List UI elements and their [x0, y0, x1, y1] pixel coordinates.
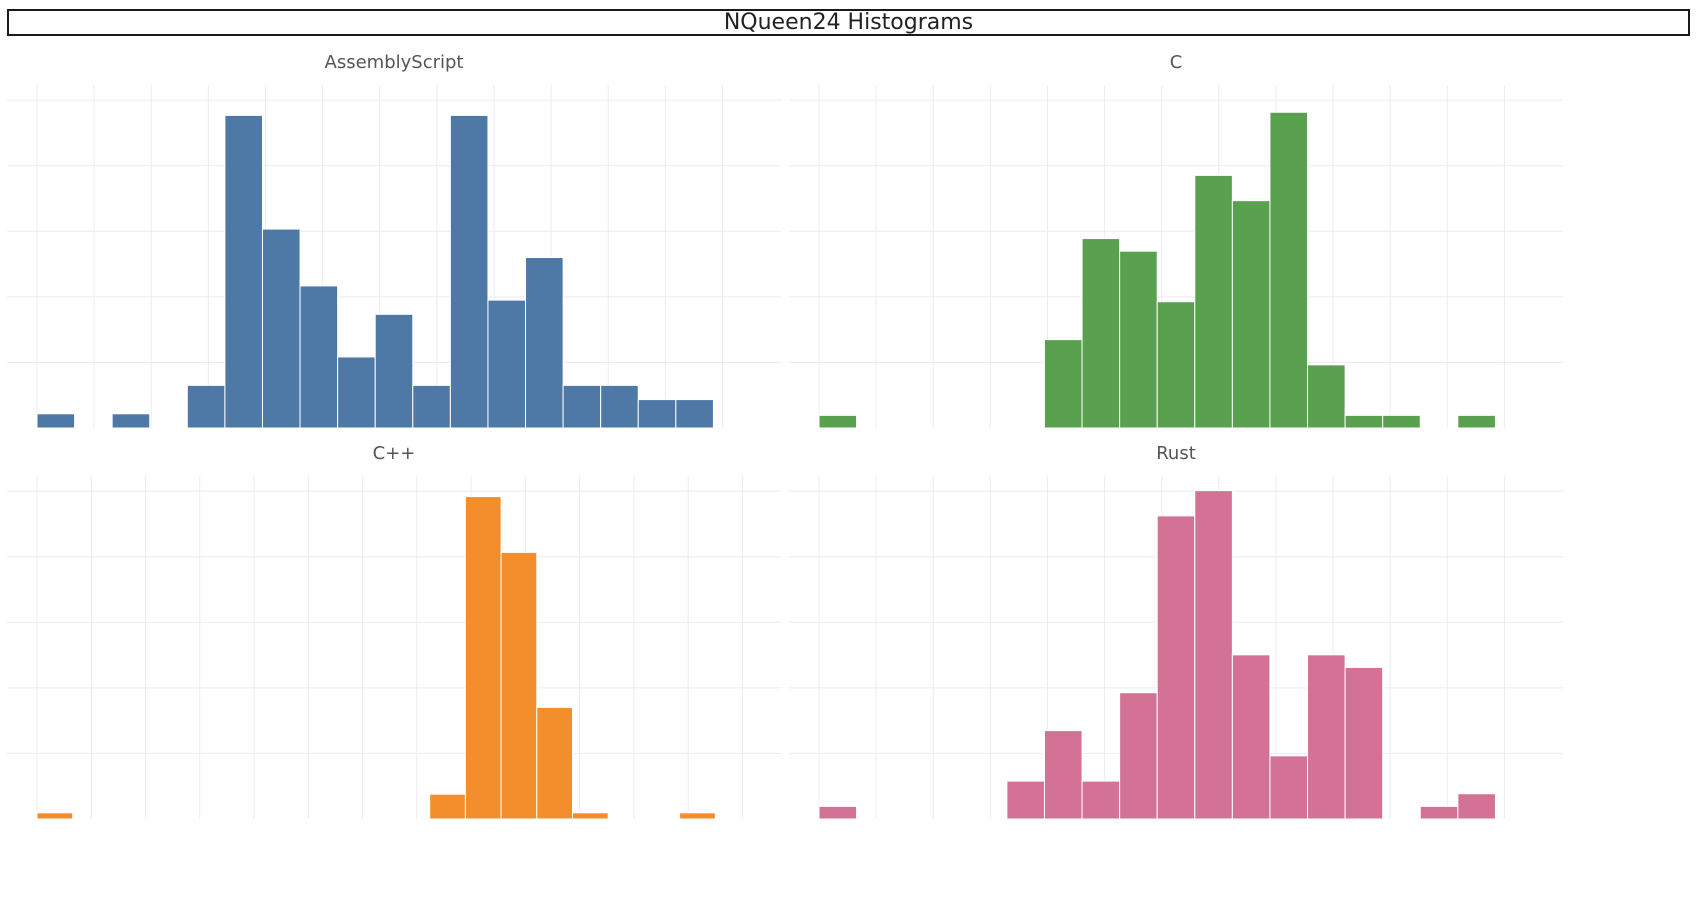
histogram-cpp: [7, 476, 781, 820]
histogram-bar: [1382, 414, 1421, 429]
histogram-bar: [1419, 805, 1459, 820]
histogram-assemblyscript: [7, 85, 781, 429]
histogram-bar: [1119, 692, 1158, 820]
histogram-bar: [1269, 111, 1309, 429]
histogram-rust: [789, 476, 1563, 820]
panel-title-assemblyscript: AssemblyScript: [324, 52, 464, 73]
histogram-bar: [111, 413, 151, 429]
panel-c: C: [789, 50, 1563, 430]
histogram-bar: [1156, 515, 1196, 820]
histogram-bar: [337, 356, 376, 429]
histogram-bar: [374, 313, 414, 429]
histogram-bar: [412, 384, 451, 429]
histogram-bar: [464, 496, 502, 820]
panel-title-cpp: C++: [372, 443, 416, 464]
panel-assemblyscript: AssemblyScript: [7, 50, 781, 430]
histogram-bar: [1344, 666, 1384, 820]
histogram-bar: [36, 812, 74, 820]
histogram-bar: [1457, 414, 1496, 429]
histogram-bar: [1194, 490, 1233, 820]
histogram-bar: [1006, 780, 1045, 820]
histogram-bar: [1043, 339, 1083, 429]
histogram-bar: [449, 114, 489, 429]
histogram-bar: [299, 285, 339, 429]
histogram-c: [789, 85, 1563, 429]
histogram-bar: [1231, 654, 1271, 820]
histogram-bar: [1231, 200, 1271, 429]
histogram-bar: [1344, 414, 1384, 429]
histogram-bar: [1307, 364, 1346, 429]
histogram-bar: [36, 413, 76, 429]
histogram-bar: [637, 399, 677, 429]
histogram-bar: [1156, 301, 1196, 429]
panel-cpp: C++: [7, 441, 781, 821]
histogram-bar: [675, 399, 714, 429]
dashboard-title: NQueen24 Histograms: [7, 9, 1690, 36]
histogram-bar: [487, 299, 527, 429]
histogram-bar: [1043, 730, 1083, 820]
histogram-bar: [500, 551, 538, 820]
histogram-bar: [600, 384, 639, 429]
histogram-bar: [224, 114, 263, 429]
histogram-bar: [429, 793, 466, 820]
histogram-bar: [525, 257, 564, 429]
histogram-bar: [562, 384, 602, 429]
histogram-bar: [1081, 238, 1121, 429]
histogram-bar: [1307, 654, 1346, 820]
panel-title-rust: Rust: [1156, 443, 1196, 464]
histogram-bar: [1119, 250, 1158, 429]
histogram-bar: [818, 805, 858, 820]
histogram-bar: [572, 812, 609, 820]
histogram-bar: [1194, 174, 1233, 429]
histogram-bar: [1081, 780, 1121, 820]
histogram-bar: [261, 228, 301, 429]
panel-rust: Rust: [789, 441, 1563, 821]
panel-title-c: C: [1169, 52, 1183, 73]
histogram-bar: [679, 812, 716, 820]
histogram-bar: [1457, 793, 1496, 820]
dashboard-title-text: NQueen24 Histograms: [723, 10, 974, 35]
histogram-bar: [1269, 755, 1309, 820]
histogram-bar: [818, 414, 858, 429]
histogram-bar: [186, 384, 226, 429]
histogram-bar: [536, 706, 573, 820]
